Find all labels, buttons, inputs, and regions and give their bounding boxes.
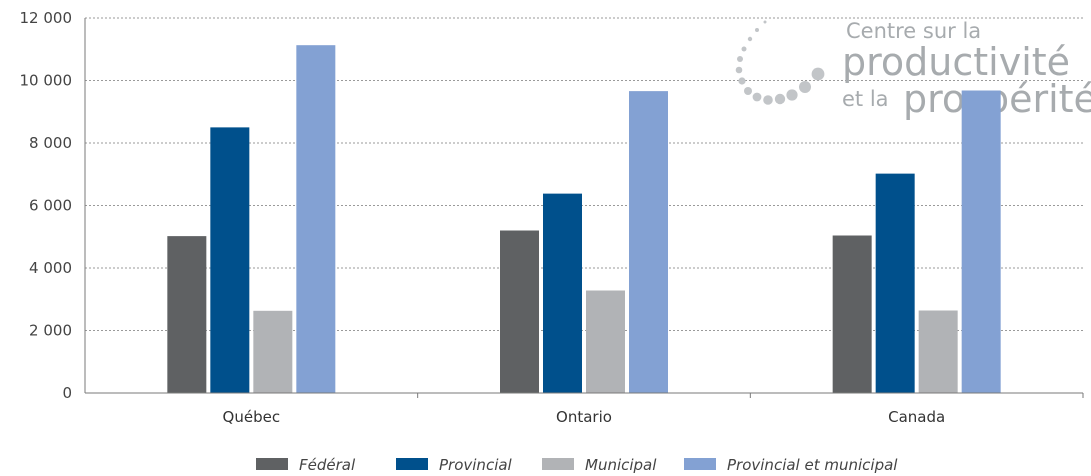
logo-dot xyxy=(799,81,811,93)
y-tick-label: 8 000 xyxy=(29,134,72,152)
legend-label: Municipal xyxy=(585,456,657,474)
logo-dot xyxy=(763,95,773,105)
logo-dot xyxy=(763,20,767,24)
bar xyxy=(586,290,625,393)
y-tick-label: 4 000 xyxy=(29,259,72,277)
y-tick-label: 0 xyxy=(62,384,72,402)
bar xyxy=(961,90,1001,393)
logo-dot xyxy=(737,56,743,62)
bar xyxy=(167,236,207,393)
logo-line-3a: et la xyxy=(842,87,889,111)
legend-swatch xyxy=(256,458,288,470)
logo-line-2: productivité xyxy=(842,40,1070,84)
axes: 0 2 000 4 000 6 000 8 000 10 000 12 000 Québec O… xyxy=(20,9,1084,426)
y-tick-label: 10 000 xyxy=(20,72,73,90)
x-tick-label: Ontario xyxy=(556,408,612,426)
y-tick-label: 12 000 xyxy=(20,9,73,27)
logo-dot xyxy=(774,93,786,105)
legend-label: Provincial xyxy=(439,456,513,474)
logo-dot xyxy=(747,36,753,42)
logo-dot xyxy=(755,28,759,32)
y-tick-label: 6 000 xyxy=(29,197,72,215)
legend-label: Provincial et municipal xyxy=(727,456,898,474)
bar xyxy=(875,173,915,393)
logo-dot xyxy=(735,66,743,74)
legend: Fédéral Provincial Municipal Provincial et … xyxy=(256,456,898,474)
bar xyxy=(543,193,582,393)
legend-swatch xyxy=(684,458,716,470)
logo-dot xyxy=(744,87,752,95)
logo-line-1: Centre sur la xyxy=(846,19,981,43)
bars xyxy=(167,45,1001,393)
logo-dot xyxy=(752,92,762,102)
logo-dot xyxy=(741,46,747,52)
logo-dot xyxy=(738,77,746,85)
x-tick-label: Canada xyxy=(888,408,945,426)
bar xyxy=(918,310,958,393)
legend-label: Fédéral xyxy=(299,456,356,474)
legend-swatch xyxy=(542,458,574,470)
cspp-logo: Centre sur la productivité et la prospér… xyxy=(735,19,1091,121)
bar xyxy=(210,127,250,393)
bar xyxy=(832,235,872,393)
bar xyxy=(629,91,668,393)
bar xyxy=(500,230,539,393)
logo-dot xyxy=(786,89,798,101)
legend-swatch xyxy=(396,458,428,470)
logo-dot xyxy=(811,67,825,81)
logo-dots-icon xyxy=(735,20,825,105)
y-tick-label: 2 000 xyxy=(29,322,72,340)
bar xyxy=(253,310,293,393)
bar xyxy=(296,45,336,393)
x-tick-label: Québec xyxy=(223,408,281,426)
